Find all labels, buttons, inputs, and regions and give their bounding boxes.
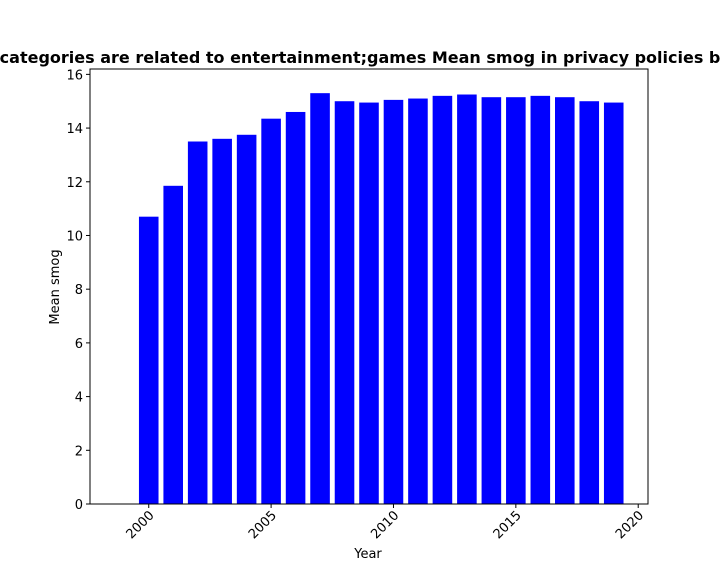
y-tick-label: 16 (66, 68, 83, 83)
bar-group (138, 93, 624, 505)
bar-2008 (334, 101, 355, 504)
bar-2012 (432, 95, 453, 504)
bar-2014 (481, 97, 502, 504)
bar-2004 (236, 134, 257, 504)
bar-2019 (603, 102, 624, 504)
plot-frame (89, 68, 649, 505)
bar-2001 (163, 185, 183, 505)
y-tick-label: 0 (75, 498, 83, 513)
y-tick-label: 14 (66, 122, 83, 137)
y-tick-label: 12 (66, 176, 83, 191)
y-tick-label: 8 (75, 283, 83, 298)
bar-2015 (506, 97, 526, 504)
bar-2000 (138, 216, 159, 504)
x-axis: 2000 2005 2010 2015 2020 (124, 504, 647, 542)
bar-2009 (359, 102, 379, 504)
x-tick-label: 2010 (368, 508, 402, 542)
bar-2002 (187, 141, 208, 504)
y-tick-label: 2 (75, 444, 83, 459)
x-tick-label: 2005 (246, 508, 280, 542)
bar-2003 (212, 138, 232, 504)
bar-2018 (579, 101, 600, 504)
x-axis-label: Year (353, 547, 382, 562)
y-tick-label: 6 (75, 337, 83, 352)
bar-2017 (555, 97, 575, 504)
bar-2007 (310, 93, 330, 505)
bar-2016 (530, 95, 551, 504)
bar-2010 (383, 99, 404, 504)
bar-2006 (285, 111, 306, 505)
y-tick-label: 4 (75, 391, 83, 406)
bar-2013 (457, 94, 477, 504)
bar-2005 (261, 118, 281, 504)
y-axis-label: Mean smog (48, 249, 63, 324)
bar-2011 (408, 98, 428, 504)
chart-title: categories are related to entertainment;… (0, 48, 720, 67)
x-tick-label: 2020 (613, 508, 647, 542)
y-axis: 0 2 4 6 8 10 12 14 16 (66, 68, 90, 513)
y-tick-label: 10 (66, 229, 83, 244)
x-tick-label: 2015 (491, 508, 525, 542)
x-tick-label: 2000 (124, 508, 158, 542)
